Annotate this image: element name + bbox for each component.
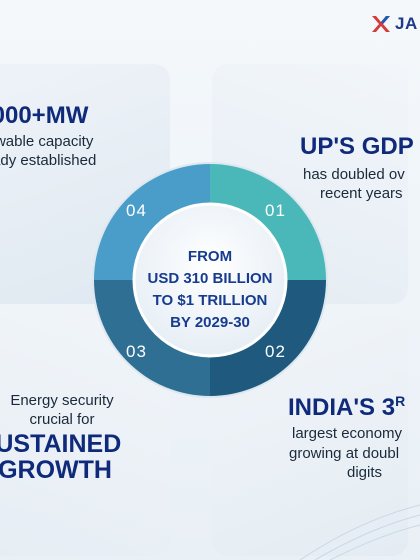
center-circle [132,202,288,358]
center-line1: FROM [187,248,233,265]
center-line4: BY 2029-30 [170,314,250,331]
bottom-right-line1: largest economy [292,425,403,442]
center-line2: USD 310 BILLION [147,270,273,287]
bottom-left-line2: crucial for [29,411,95,428]
top-left-line2: eady established [0,152,97,169]
bottom-right-headline-sup: R [395,393,406,409]
bottom-right-line3: digits [347,464,383,481]
bottom-right-headline-main: INDIA'S 3 [288,394,396,421]
bottom-left-big1: SUSTAINED [0,430,122,458]
bottom-left-line1: Energy security [10,392,114,409]
quadrant-number-03: 03 [126,342,147,361]
quadrant-number-02: 02 [265,342,286,361]
bottom-left-big2: GROWTH [0,456,112,484]
top-left-headline: 000+MW [0,102,89,129]
top-left-line1: ewable capacity [0,133,94,150]
brand-logo: JA [370,13,418,35]
logo-text: JA [395,14,418,33]
top-right-line1: has doubled ov [303,166,405,183]
quadrant-number-04: 04 [126,201,147,220]
top-right-line2: recent years [320,185,403,202]
center-statement: FROM USD 310 BILLION TO $1 TRILLION BY 2… [146,246,274,334]
top-right-headline: UP'S GDP [300,133,414,160]
quadrant-number-01: 01 [265,201,286,220]
center-line3: TO $1 TRILLION [152,292,268,309]
ja-x-logo-icon [372,16,390,32]
bottom-right-line2: growing at doubl [289,445,400,462]
bottom-right-headline: INDIA'S 3R [288,393,420,422]
